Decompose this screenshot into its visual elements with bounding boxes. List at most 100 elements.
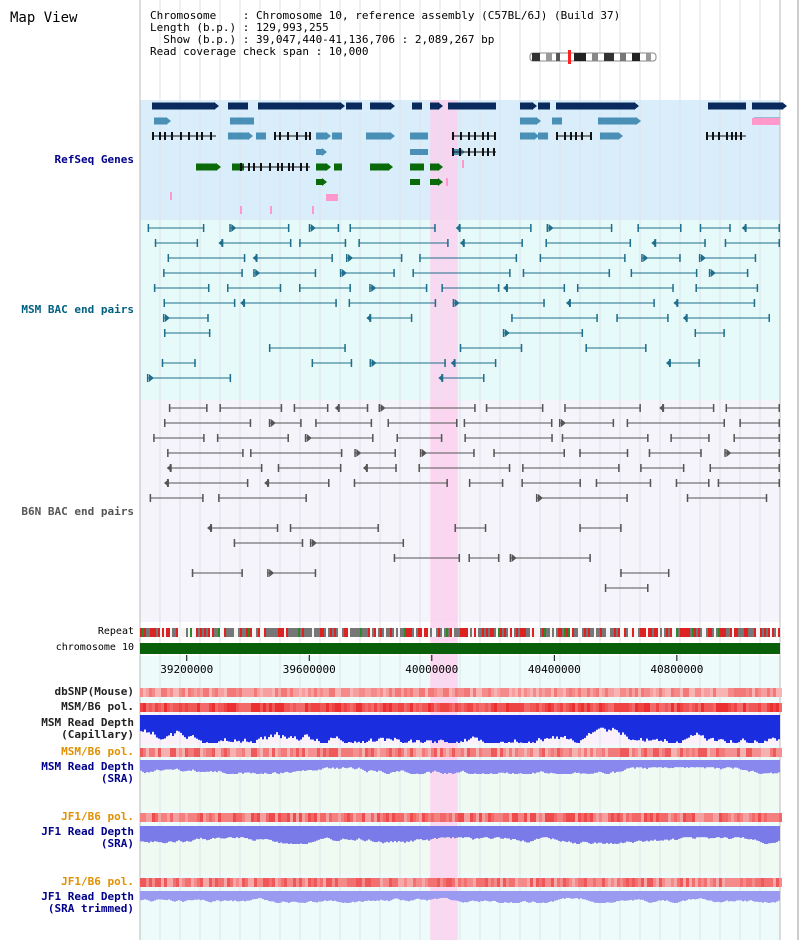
repeat-mark (386, 628, 388, 637)
jf1-depth-trimmed-bar (654, 891, 656, 902)
track-label-msm-depth-sra[interactable]: MSM Read Depth (SRA) (41, 761, 134, 785)
repeat-mark (760, 628, 762, 637)
track-label-msm-b6-pol-2[interactable]: MSM/B6 pol. (61, 745, 134, 758)
jf1-pol-strip-2 (419, 878, 422, 887)
jf1-depth-sra-bar (704, 826, 706, 838)
msm-depth-sra-bar (690, 760, 692, 768)
b6n-bac-end (268, 419, 271, 427)
msm-depth-capillary-bar (402, 715, 404, 743)
msm-pol-strip-2 (194, 748, 197, 757)
jf1-depth-sra-bar (672, 826, 674, 839)
repeat-mark (228, 628, 230, 637)
jf1-depth-trimmed-bar (646, 891, 648, 902)
jf1-depth-trimmed-bar (584, 891, 586, 900)
jf1-pol-strip (143, 813, 146, 822)
repeat-mark (388, 628, 390, 637)
msm-pol-strip-2 (557, 748, 560, 757)
repeat-mark (712, 628, 714, 637)
msm-depth-capillary-bar (746, 715, 748, 743)
dbsnp-strip (635, 688, 638, 697)
msm-pol-strip-2 (329, 748, 332, 757)
dbsnp-strip (644, 688, 647, 697)
msm-depth-sra-bar (520, 760, 522, 774)
b6n-bac-end (353, 479, 356, 487)
jf1-depth-sra-bar (348, 826, 350, 840)
jf1-depth-trimmed-bar (180, 891, 182, 901)
track-label-msm-bac[interactable]: MSM BAC end pairs (21, 303, 134, 316)
track-label-b6n-bac[interactable]: B6N BAC end pairs (21, 505, 134, 518)
jf1-depth-sra-bar (714, 826, 716, 838)
msm-depth-capillary-bar (222, 715, 224, 742)
jf1-depth-sra-bar (494, 826, 496, 838)
jf1-depth-sra-bar (438, 826, 440, 838)
jf1-depth-sra-bar (446, 826, 448, 838)
msm-depth-sra-bar (590, 760, 592, 774)
jf1-depth-sra-bar (710, 826, 712, 839)
msm-depth-capillary-bar (364, 715, 366, 743)
msm-depth-capillary-bar (768, 715, 770, 739)
msm-depth-capillary-bar (716, 715, 718, 742)
jf1-depth-trimmed-bar (678, 891, 680, 903)
track-label-dbsnp[interactable]: dbSNP(Mouse) (54, 685, 134, 698)
jf1-pol-strip-2 (320, 878, 323, 887)
repeat-mark (470, 628, 472, 637)
b6n-bac-end (328, 479, 330, 487)
jf1-pol-strip (380, 813, 383, 822)
msm-depth-sra-bar (300, 760, 302, 772)
msm-bac-end-arrow (348, 254, 354, 262)
track-label-jf1-depth-trimmed[interactable]: JF1 Read Depth (SRA trimmed) (41, 891, 134, 915)
track-label-jf1-b6-pol[interactable]: JF1/B6 pol. (61, 810, 134, 823)
track-label-repeat[interactable]: Repeat (97, 626, 134, 637)
msm-depth-sra-bar (440, 760, 442, 773)
jf1-pol-strip (446, 813, 449, 822)
msm-depth-sra-bar (682, 760, 684, 768)
jf1-depth-trimmed-bar (644, 891, 646, 901)
repeat-mark (358, 628, 360, 637)
repeat-mark (550, 628, 552, 637)
repeat-mark (356, 628, 358, 637)
dbsnp-strip (461, 688, 464, 697)
dbsnp-strip (242, 688, 245, 697)
track-label-jf1-b6-pol-2[interactable]: JF1/B6 pol. (61, 875, 134, 888)
msm-pol-strip-2 (191, 748, 194, 757)
refseq-gene (258, 102, 340, 110)
msm-bac-end (768, 314, 771, 322)
jf1-pol-strip (524, 813, 527, 822)
track-label-refseq[interactable]: RefSeq Genes (54, 153, 134, 166)
jf1-pol-strip-2 (509, 878, 512, 887)
jf1-depth-sra-bar (670, 826, 672, 840)
jf1-depth-trimmed-bar (638, 891, 640, 900)
track-label-msm-b6-pol[interactable]: MSM/B6 pol. (61, 700, 134, 713)
msm-bac-end (756, 284, 759, 292)
msm-pol-strip-2 (518, 748, 521, 757)
jf1-pol-strip (368, 813, 371, 822)
msm-bac-end (629, 239, 632, 247)
jf1-depth-sra-bar (628, 826, 630, 842)
dbsnp-strip (338, 688, 341, 697)
msm-depth-sra-bar (344, 760, 346, 768)
jf1-pol-strip (488, 813, 491, 822)
b6n-bac-end (304, 434, 307, 442)
msm-pol-strip (752, 703, 755, 712)
repeat-mark (640, 628, 642, 637)
jf1-pol-strip-2 (467, 878, 470, 887)
jf1-depth-sra-bar (700, 826, 702, 838)
dbsnp-strip (503, 688, 506, 697)
repeat-mark (482, 628, 484, 637)
msm-pol-strip (713, 703, 716, 712)
track-label-msm-depth-capillary[interactable]: MSM Read Depth (Capillary) (41, 717, 134, 741)
msm-bac-end (708, 269, 711, 277)
msm-depth-capillary-bar (330, 715, 332, 738)
msm-depth-sra-bar (320, 760, 322, 770)
msm-depth-sra-bar (212, 760, 214, 773)
track-label-jf1-depth-sra[interactable]: JF1 Read Depth (SRA) (41, 826, 134, 850)
msm-depth-sra-bar (474, 760, 476, 774)
jf1-depth-trimmed-bar (302, 891, 304, 903)
jf1-depth-trimmed-bar (208, 891, 210, 902)
msm-pol-strip-2 (596, 748, 599, 757)
track-label-chromosome[interactable]: chromosome 10 (55, 642, 134, 653)
gene-strand-arrow (326, 132, 331, 140)
msm-depth-capillary-bar (618, 715, 620, 733)
repeat-mark (422, 628, 424, 637)
msm-pol-strip (347, 703, 350, 712)
